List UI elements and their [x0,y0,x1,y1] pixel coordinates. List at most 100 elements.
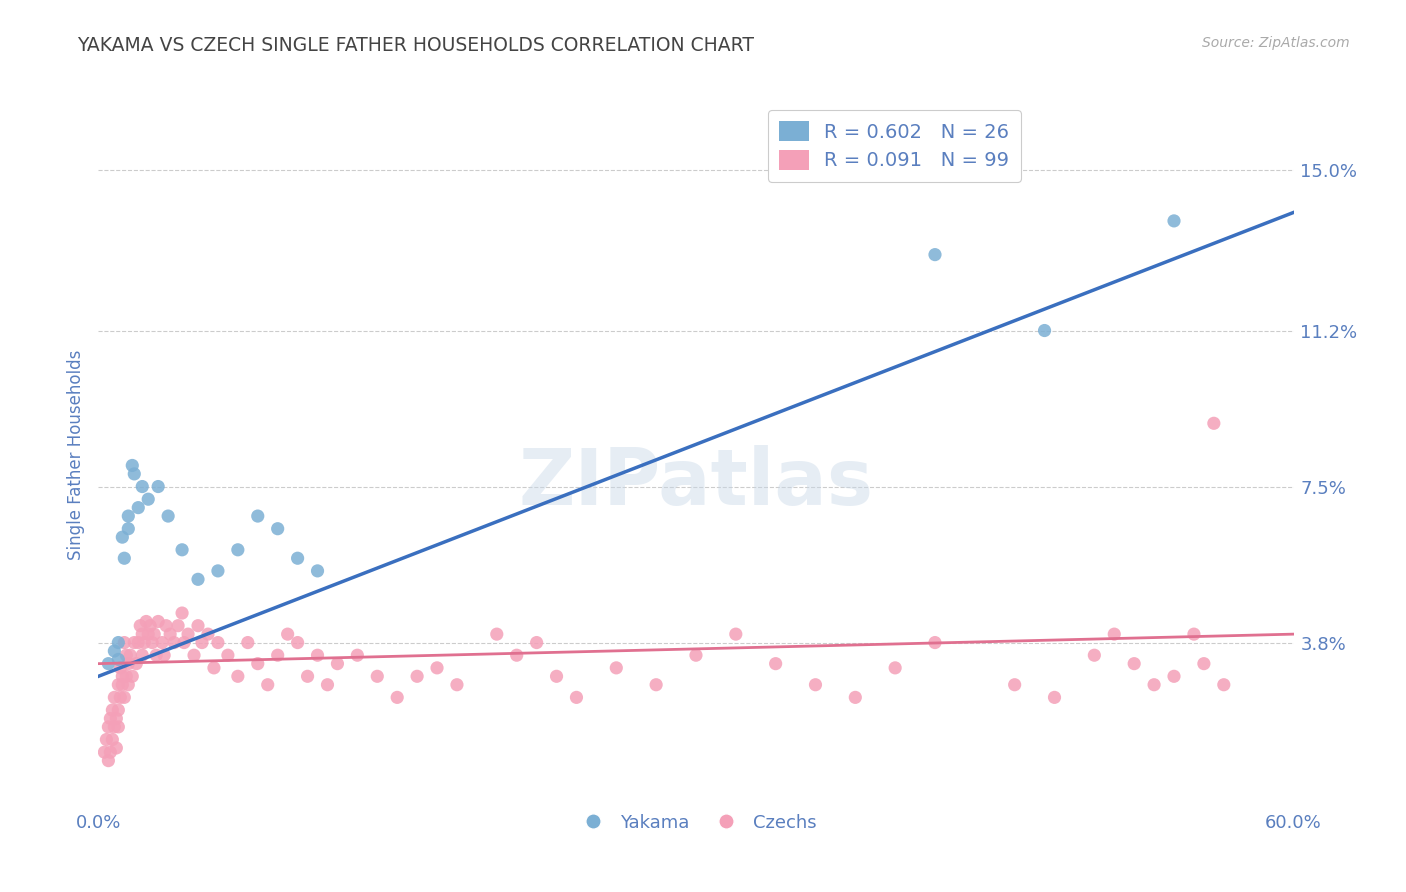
Text: ZIPatlas: ZIPatlas [519,445,873,521]
Point [101,703,124,717]
Point [141,635,163,649]
Point [1163,214,1185,228]
Point [172,606,194,620]
Point [143,627,166,641]
Point [125,657,148,671]
Point [287,551,309,566]
Point [134,635,156,649]
Point [127,500,149,515]
Point [217,648,239,663]
Point [97,754,120,768]
Point [107,678,129,692]
Point [121,458,143,473]
Point [246,657,269,671]
Point [148,479,170,493]
Point [565,690,588,705]
Point [406,669,429,683]
Point [1004,678,1026,692]
Point [117,509,139,524]
Point [645,678,668,692]
Point [385,690,409,705]
Point [121,669,143,683]
Point [187,618,209,632]
Point [207,564,229,578]
Point [111,669,134,683]
Point [129,618,152,632]
Point [1163,669,1185,683]
Point [173,635,195,649]
Point [112,551,135,566]
Point [197,627,219,641]
Point [287,635,309,649]
Point [117,657,139,671]
Point [605,661,627,675]
Point [107,635,129,649]
Point [1043,690,1066,705]
Point [107,703,129,717]
Point [111,530,134,544]
Point [153,648,176,663]
Point [148,615,170,629]
Point [207,635,229,649]
Point [924,635,946,649]
Point [326,657,349,671]
Point [163,635,186,649]
Point [105,711,128,725]
Point [105,741,128,756]
Point [187,572,209,586]
Point [150,635,173,649]
Point [101,732,124,747]
Point [1192,657,1215,671]
Point [446,678,468,692]
Point [115,648,138,663]
Point [155,618,177,632]
Legend: Yakama, Czechs: Yakama, Czechs [568,806,824,839]
Point [98,745,122,759]
Point [307,648,329,663]
Point [426,661,449,675]
Point [112,690,135,705]
Point [924,247,946,261]
Point [191,635,214,649]
Point [307,564,329,578]
Point [124,635,146,649]
Point [267,522,290,536]
Point [485,627,508,641]
Point [93,745,115,759]
Point [127,635,149,649]
Point [277,627,299,641]
Point [131,479,153,493]
Point [183,648,205,663]
Point [246,509,269,524]
Point [267,648,290,663]
Point [112,635,135,649]
Point [685,648,707,663]
Point [346,648,368,663]
Text: YAKAMA VS CZECH SINGLE FATHER HOUSEHOLDS CORRELATION CHART: YAKAMA VS CZECH SINGLE FATHER HOUSEHOLDS… [77,36,755,54]
Point [236,635,259,649]
Point [103,720,125,734]
Point [256,678,278,692]
Point [506,648,529,663]
Point [159,627,181,641]
Point [202,661,225,675]
Point [1104,627,1126,641]
Point [97,657,120,671]
Point [1083,648,1105,663]
Point [136,492,159,507]
Point [546,669,568,683]
Point [226,669,249,683]
Point [1143,678,1166,692]
Point [110,661,132,675]
Point [107,720,129,734]
Point [117,522,139,536]
Point [297,669,319,683]
Point [96,732,118,747]
Point [115,669,138,683]
Point [117,678,139,692]
Point [366,669,388,683]
Point [145,648,167,663]
Point [103,644,125,658]
Point [1202,417,1225,431]
Point [804,678,827,692]
